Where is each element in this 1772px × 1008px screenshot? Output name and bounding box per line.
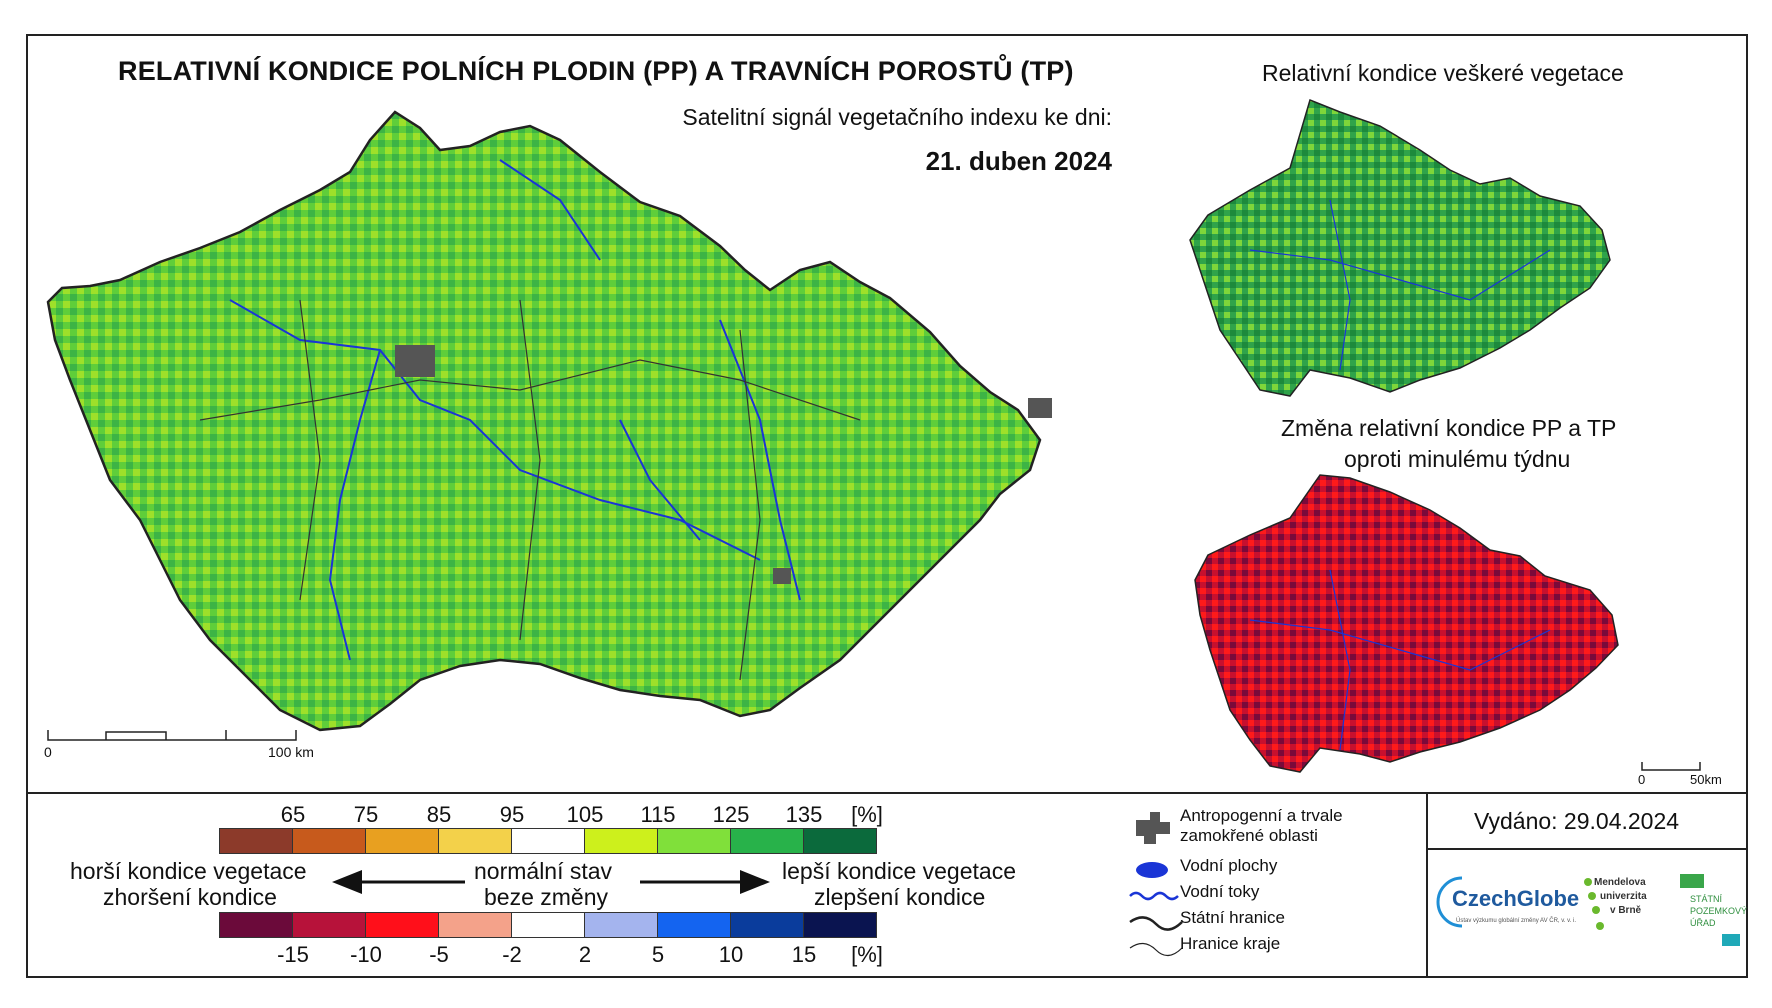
map-symbol-legend-icons xyxy=(1129,812,1183,957)
change-legend-tick-label: -2 xyxy=(502,942,522,967)
condition-legend-swatch xyxy=(803,828,877,854)
spu-logo-line3: ÚŘAD xyxy=(1690,918,1716,928)
condition-legend-swatch xyxy=(511,828,585,854)
subtitle: Satelitní signál vegetačního indexu ke d… xyxy=(682,104,1112,130)
condition-legend-tick-label: 125 xyxy=(712,802,750,827)
inset-scalebar xyxy=(1641,762,1701,771)
condition-legend-bar xyxy=(219,828,877,854)
condition-legend-swatch xyxy=(292,828,366,854)
change-legend-swatch xyxy=(657,912,731,938)
date-label: 21. duben 2024 xyxy=(925,146,1112,176)
change-legend-tick-label: -15 xyxy=(277,942,309,967)
legend-rivers: Vodní toky xyxy=(1180,882,1260,901)
legend-right-line1: lepší kondice vegetace xyxy=(782,858,1016,884)
legend-divider-vertical xyxy=(1426,792,1428,978)
water-area-icon xyxy=(1136,862,1168,878)
condition-legend-tick-label: 75 xyxy=(353,802,379,827)
change-legend-swatch xyxy=(365,912,439,938)
condition-legend-swatch xyxy=(438,828,512,854)
ostrava-anthropogenic xyxy=(1028,398,1052,418)
change-legend-swatch xyxy=(803,912,877,938)
change-legend-tick-label: 5 xyxy=(651,942,665,967)
legend-region-border: Hranice kraje xyxy=(1180,934,1281,953)
main-title: RELATIVNÍ KONDICE POLNÍCH PLODIN (PP) A … xyxy=(118,56,1074,86)
state-border-icon xyxy=(1129,916,1183,931)
condition-legend-tick-label: 65 xyxy=(280,802,306,827)
change-legend-swatch xyxy=(584,912,658,938)
czechglobe-logo-icon xyxy=(1436,876,1463,928)
spu-logo-icon xyxy=(1680,874,1704,888)
condition-legend-swatch xyxy=(730,828,804,854)
condition-legend-tick-label: [%] xyxy=(851,802,883,827)
legend-arrows xyxy=(332,870,770,894)
change-legend-swatch xyxy=(292,912,366,938)
condition-legend-swatch xyxy=(657,828,731,854)
legend-water-areas: Vodní plochy xyxy=(1180,856,1278,875)
cz-border-main xyxy=(46,110,1042,732)
spu-logo-line1: STÁTNÍ xyxy=(1690,894,1723,904)
change-legend-tick-label: -5 xyxy=(429,942,449,967)
mendel-logo-icon xyxy=(1584,878,1604,930)
issued-divider xyxy=(1426,848,1748,850)
main-rivers xyxy=(229,159,801,661)
river-icon xyxy=(1129,891,1179,901)
change-legend-tick-label: 10 xyxy=(718,942,744,967)
legend-divider xyxy=(26,792,1748,794)
change-legend-swatch xyxy=(438,912,512,938)
issued-date: Vydáno: 29.04.2024 xyxy=(1474,808,1680,834)
legend-right-line2: zlepšení kondice xyxy=(814,884,986,910)
czechglobe-logo: CzechGlobe xyxy=(1452,886,1580,911)
spu-logo-accent xyxy=(1722,934,1740,946)
change-legend-tick-label: 2 xyxy=(578,942,592,967)
mendel-logo-line1: Mendelova xyxy=(1594,877,1646,888)
legend-anthropogenic-line2: zamokřené oblasti xyxy=(1180,826,1318,845)
region-border-icon xyxy=(1129,942,1183,957)
main-region-borders xyxy=(199,299,861,681)
condition-legend-tick-label: 105 xyxy=(566,802,604,827)
czechglobe-logo-subtitle: Ústav výzkumu globální změny AV ČR, v. v… xyxy=(1456,918,1577,924)
main-scalebar xyxy=(47,730,297,741)
change-legend-tick-label: [%] xyxy=(851,942,883,967)
change-legend-tick-label: 15 xyxy=(791,942,817,967)
condition-legend-swatch xyxy=(584,828,658,854)
spu-logo-line2: POZEMKOVÝ xyxy=(1690,906,1748,916)
inset-top-title: Relativní kondice veškeré vegetace xyxy=(1262,60,1624,86)
change-legend-swatch xyxy=(511,912,585,938)
condition-legend-swatch xyxy=(365,828,439,854)
legend-left-line1: horší kondice vegetace xyxy=(70,858,307,884)
condition-legend-swatch xyxy=(219,828,293,854)
legend-state-border: Státní hranice xyxy=(1180,908,1285,927)
mendel-logo-line2: univerzita xyxy=(1600,891,1647,902)
condition-legend-tick-label: 85 xyxy=(426,802,452,827)
legend-center-line1: normální stav xyxy=(474,858,613,884)
condition-legend-tick-label: 135 xyxy=(785,802,823,827)
prague-anthropogenic xyxy=(395,345,435,377)
change-legend-bar xyxy=(219,912,877,938)
condition-legend-tick-label: 95 xyxy=(499,802,525,827)
condition-legend-tick-label: 115 xyxy=(640,802,676,827)
inset-scalebar-end: 50km xyxy=(1690,772,1722,787)
change-legend-swatch xyxy=(730,912,804,938)
legend-center-line2: beze změny xyxy=(484,884,609,910)
main-scalebar-end: 100 km xyxy=(268,744,314,760)
legend-anthropogenic-line1: Antropogenní a trvale xyxy=(1180,806,1343,825)
anthropogenic-icon xyxy=(1136,812,1170,844)
inset-scalebar-start: 0 xyxy=(1638,772,1646,787)
inset-bottom-title-line1: Změna relativní kondice PP a TP xyxy=(1281,415,1617,441)
mendel-logo-line3: v Brně xyxy=(1610,905,1642,916)
change-legend-tick-label: -10 xyxy=(350,942,382,967)
inset-bottom-title-line2: oproti minulému týdnu xyxy=(1344,446,1571,472)
change-legend-swatch xyxy=(219,912,293,938)
main-scalebar-start: 0 xyxy=(44,744,52,760)
brno-anthropogenic xyxy=(773,568,791,584)
legend-left-line2: zhoršení kondice xyxy=(103,884,277,910)
